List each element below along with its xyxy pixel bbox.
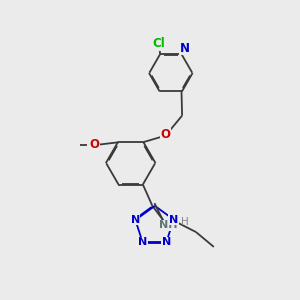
Text: H: H: [181, 217, 189, 227]
Text: N: N: [162, 237, 171, 247]
Text: O: O: [89, 138, 99, 151]
Text: NH: NH: [160, 220, 178, 230]
Text: Cl: Cl: [152, 37, 165, 50]
Text: N: N: [138, 237, 147, 247]
Text: N: N: [179, 42, 190, 55]
Text: N: N: [130, 214, 140, 224]
Text: O: O: [161, 128, 171, 141]
Text: N: N: [169, 214, 178, 224]
